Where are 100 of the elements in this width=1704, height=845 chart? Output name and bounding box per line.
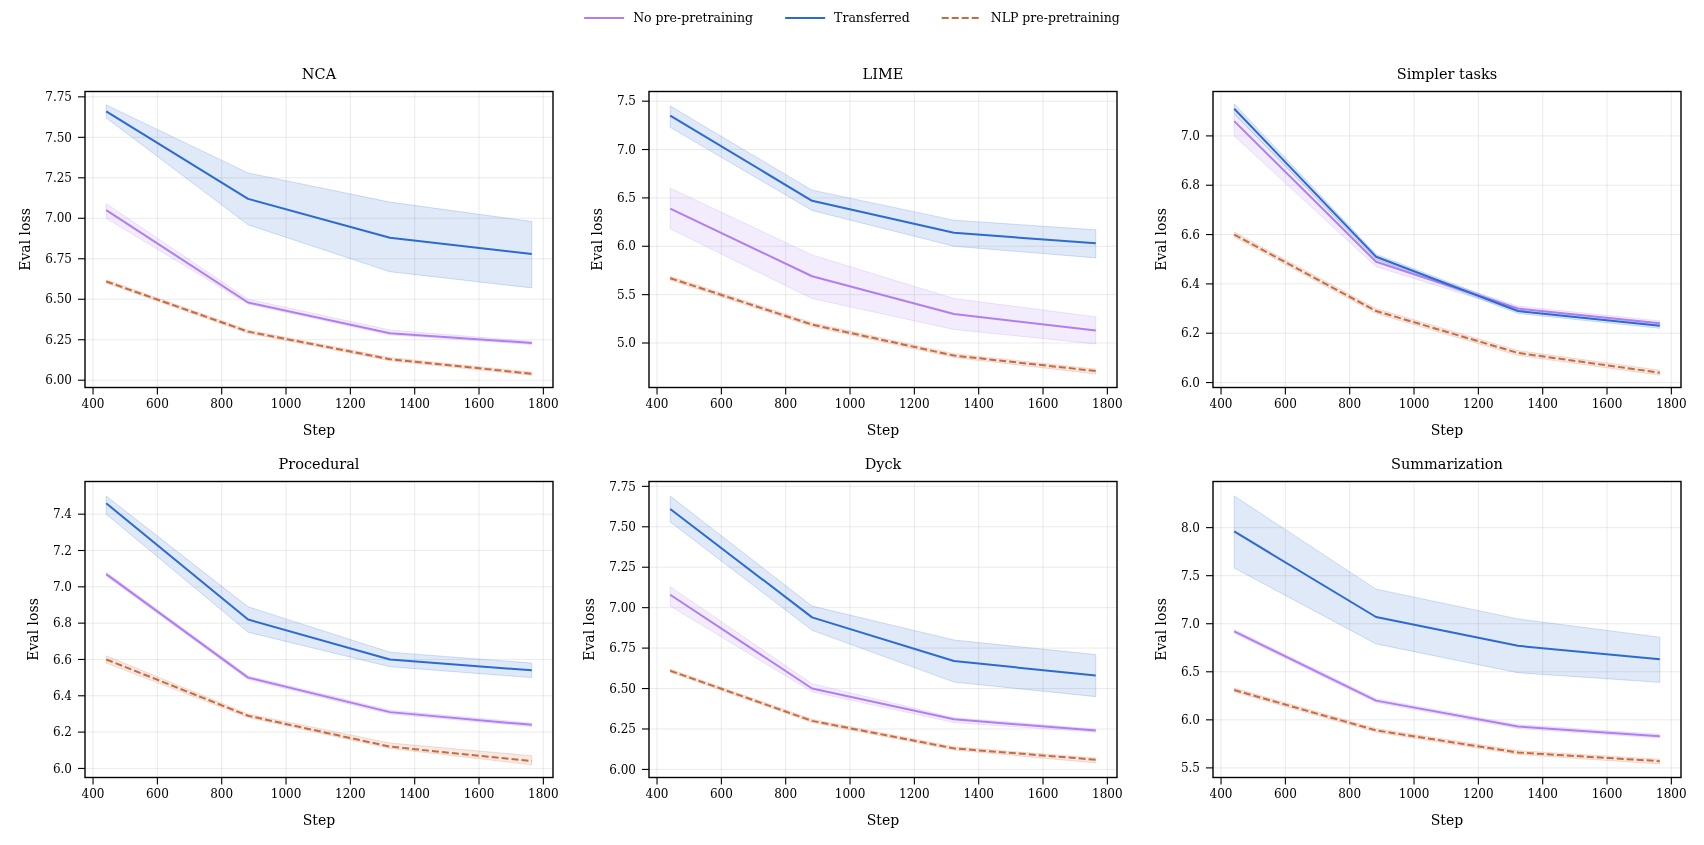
x-tick-label: 400: [645, 787, 669, 802]
x-tick-label: 600: [1273, 787, 1297, 802]
y-tick-label: 6.0: [616, 239, 636, 254]
x-tick-label: 1200: [1463, 397, 1494, 412]
y-tick-label: 6.6: [1180, 227, 1200, 242]
x-tick-label: 1000: [834, 787, 866, 802]
line-series: [105, 110, 533, 255]
x-tick-label: 400: [645, 397, 669, 412]
y-tick-label: 7.5: [616, 94, 636, 109]
y-tick-label: 7.50: [609, 519, 636, 534]
chart-title: Dyck: [864, 455, 902, 472]
line-series: [669, 207, 1097, 332]
y-tick-label: 7.50: [45, 130, 72, 145]
y-tick-label: 8.0: [1180, 520, 1200, 535]
x-tick-label: 1200: [899, 397, 930, 412]
y-axis-title: Eval loss: [17, 208, 34, 271]
x-tick-label: 1000: [270, 787, 302, 802]
x-tick-label: 1600: [1027, 787, 1059, 802]
y-tick-label: 6.00: [609, 762, 636, 777]
x-tick-label: 1600: [463, 787, 495, 802]
y-tick-label: 6.6: [52, 652, 72, 667]
x-tick-label: 1800: [1656, 787, 1687, 802]
x-tick-label: 1000: [1398, 397, 1430, 412]
x-tick-label: 1600: [463, 397, 495, 412]
x-tick-label: 1600: [1027, 397, 1059, 412]
y-tick-label: 7.5: [1180, 568, 1200, 583]
x-tick-label: 1800: [1092, 397, 1123, 412]
x-tick-label: 400: [1209, 787, 1233, 802]
x-tick-label: 1800: [1092, 787, 1123, 802]
y-axis-title: Eval loss: [24, 598, 41, 661]
x-tick-label: 800: [1338, 397, 1362, 412]
x-tick-label: 1800: [1656, 397, 1687, 412]
y-tick-label: 6.4: [1180, 277, 1201, 292]
x-tick-label: 800: [210, 787, 234, 802]
x-axis-title: Step: [866, 812, 900, 829]
y-tick-label: 6.25: [45, 332, 72, 347]
y-tick-label: 7.25: [45, 171, 72, 186]
legend-label: NLP pre-pretraining: [990, 10, 1120, 26]
y-tick-label: 7.0: [52, 580, 72, 595]
y-axis-title: Eval loss: [1152, 598, 1169, 661]
x-tick-label: 400: [81, 397, 105, 412]
x-tick-label: 1600: [1591, 787, 1623, 802]
chart-title: Summarization: [1391, 455, 1503, 472]
legend-label: No pre-pretraining: [633, 10, 754, 26]
y-tick-label: 6.0: [52, 761, 72, 776]
y-tick-label: 6.5: [1180, 664, 1200, 679]
x-tick-label: 1800: [528, 787, 559, 802]
x-tick-label: 600: [1273, 397, 1297, 412]
y-tick-label: 7.4: [52, 507, 73, 522]
y-tick-label: 7.25: [609, 560, 636, 575]
x-tick-label: 1000: [270, 397, 302, 412]
y-tick-label: 7.2: [52, 543, 72, 558]
y-tick-label: 6.75: [45, 251, 72, 266]
x-tick-label: 1600: [1591, 397, 1623, 412]
x-tick-label: 1400: [1527, 397, 1558, 412]
y-tick-label: 6.50: [609, 681, 636, 696]
legend-label: Transferred: [834, 10, 910, 26]
x-tick-label: 600: [145, 787, 169, 802]
y-tick-label: 7.00: [45, 211, 72, 226]
x-tick-label: 1400: [399, 787, 430, 802]
x-axis-title: Step: [1430, 422, 1464, 439]
y-tick-label: 6.2: [52, 725, 72, 740]
chart-title: Simpler tasks: [1396, 65, 1498, 82]
y-tick-label: 5.5: [1180, 761, 1200, 776]
x-tick-label: 1200: [335, 397, 366, 412]
x-tick-label: 1200: [899, 787, 930, 802]
chart-title: NCA: [301, 65, 337, 82]
x-tick-label: 800: [774, 787, 798, 802]
y-tick-label: 6.2: [1180, 326, 1200, 341]
y-tick-label: 6.75: [609, 641, 636, 656]
x-tick-label: 1800: [528, 397, 559, 412]
y-tick-label: 6.00: [45, 373, 72, 388]
y-tick-label: 7.00: [609, 600, 636, 615]
x-tick-label: 1200: [335, 787, 366, 802]
x-tick-label: 400: [81, 787, 105, 802]
x-tick-label: 600: [145, 397, 169, 412]
y-tick-label: 7.0: [1180, 616, 1200, 631]
y-tick-label: 6.4: [52, 688, 73, 703]
x-tick-label: 800: [1338, 787, 1362, 802]
x-tick-label: 1400: [1527, 787, 1558, 802]
y-axis-title: Eval loss: [581, 598, 598, 661]
x-tick-label: 1400: [963, 397, 994, 412]
y-axis-title: Eval loss: [588, 208, 605, 271]
y-tick-label: 7.75: [609, 479, 636, 494]
x-axis-title: Step: [302, 422, 336, 439]
x-tick-label: 800: [774, 397, 798, 412]
y-tick-label: 7.75: [45, 90, 72, 105]
y-tick-label: 6.8: [52, 616, 72, 631]
y-tick-label: 7.0: [1180, 129, 1200, 144]
x-tick-label: 600: [709, 787, 733, 802]
x-axis-title: Step: [302, 812, 336, 829]
y-tick-label: 5.5: [616, 287, 636, 302]
line-series: [1233, 530, 1661, 661]
x-axis-title: Step: [1430, 812, 1464, 829]
chart-title: Procedural: [278, 455, 360, 472]
y-tick-label: 5.0: [616, 336, 636, 351]
x-tick-label: 1000: [834, 397, 866, 412]
y-axis-title: Eval loss: [1152, 208, 1169, 271]
x-tick-label: 1400: [399, 397, 430, 412]
y-tick-label: 6.5: [616, 191, 636, 206]
